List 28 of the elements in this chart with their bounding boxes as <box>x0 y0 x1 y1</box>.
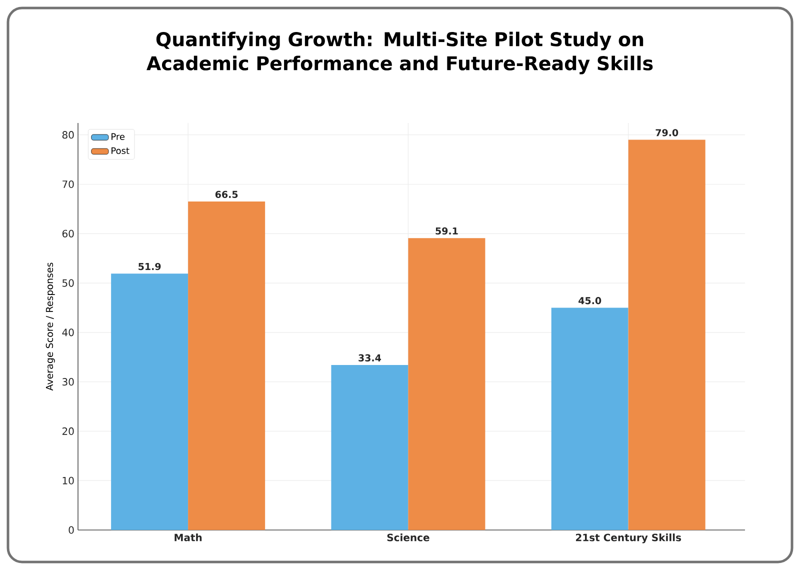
y-tick-label: 60 <box>62 230 74 238</box>
y-tick-label: 70 <box>62 180 74 188</box>
y-tick-label: 30 <box>62 378 74 386</box>
bar <box>408 238 486 530</box>
y-tick-label: 10 <box>62 476 74 484</box>
data-label: 79.0 <box>656 129 678 136</box>
bar <box>628 140 706 530</box>
data-label: 59.1 <box>436 227 458 235</box>
data-label: 66.5 <box>215 190 238 198</box>
y-tick-label: 0 <box>68 526 74 534</box>
bar <box>331 365 408 530</box>
chart-title: Quantifying Growth: Multi-Site Pilot Study on Academic Performance and Future-Ready Skills <box>146 32 653 74</box>
bar <box>551 308 628 530</box>
legend-label: Post <box>112 147 130 154</box>
legend-label: Pre <box>112 133 125 140</box>
y-tick-label: 40 <box>62 328 74 336</box>
y-axis-title: Average Score / Responses <box>46 262 55 391</box>
x-tick-label: Science <box>387 534 430 542</box>
bar <box>188 202 266 530</box>
data-label: 51.9 <box>138 262 161 270</box>
x-tick-label: Math <box>174 534 202 542</box>
bar <box>111 274 188 530</box>
y-tick-label: 80 <box>62 131 74 139</box>
y-tick-label: 20 <box>62 427 74 435</box>
data-label: 33.4 <box>358 354 381 362</box>
y-tick-label: 50 <box>62 279 74 287</box>
x-tick-label: 21st Century Skills <box>576 534 682 544</box>
data-label: 45.0 <box>578 297 602 304</box>
